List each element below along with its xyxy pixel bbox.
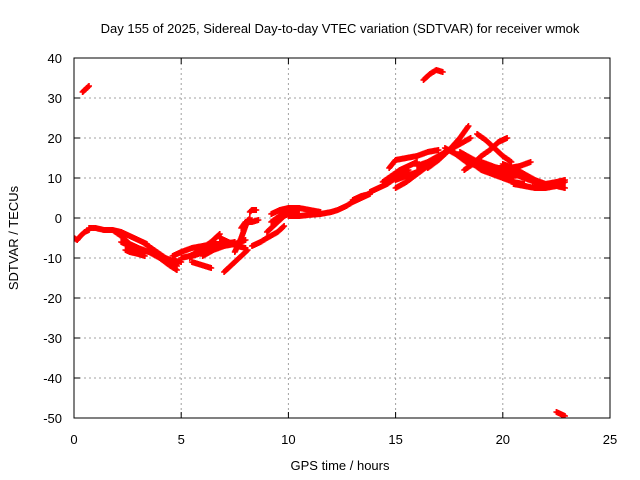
data-point: [561, 413, 568, 418]
data-point: [439, 69, 446, 75]
y-axis-label: SDTVAR / TECUs: [6, 185, 21, 290]
series-arc38: [474, 131, 515, 165]
y-tick-label: 10: [48, 171, 62, 186]
data-point: [280, 223, 287, 230]
data-point: [504, 135, 511, 141]
series-arc22: [268, 207, 300, 225]
data-point: [293, 207, 300, 213]
y-tick-label: 0: [55, 211, 62, 226]
data-point: [173, 263, 180, 269]
data-point: [253, 207, 260, 213]
x-tick-label: 0: [70, 432, 77, 447]
x-tick-label: 5: [178, 432, 185, 447]
data-point: [208, 265, 215, 271]
y-tick-label: 30: [48, 91, 62, 106]
data-point: [244, 247, 251, 253]
x-axis: 0 5 10 15 20 25: [70, 58, 617, 447]
x-tick-label: 15: [388, 432, 402, 447]
series-arc27: [379, 159, 421, 185]
series-arc15: [221, 247, 251, 275]
data-point: [561, 185, 568, 191]
series-arc23: [285, 209, 335, 219]
series-arc43: [553, 409, 568, 418]
series-arc2: [79, 83, 93, 95]
series-arc19: [248, 223, 288, 249]
data-point: [242, 237, 249, 243]
data-point: [435, 147, 442, 153]
series-arc33: [420, 67, 446, 83]
data-point: [561, 177, 568, 183]
series-arc25: [349, 191, 373, 203]
x-tick-label: 25: [603, 432, 617, 447]
y-tick-label: -10: [43, 251, 62, 266]
series-arc32: [424, 123, 472, 171]
data-points: [74, 67, 568, 418]
data-point: [86, 83, 93, 89]
plot-frame: [73, 57, 611, 419]
plot-area: [74, 67, 568, 418]
y-tick-label: -40: [43, 371, 62, 386]
x-axis-label: GPS time / hours: [291, 458, 390, 473]
series-arc11: [186, 231, 223, 261]
data-point: [508, 159, 515, 165]
data-point: [467, 135, 474, 141]
y-tick-label: -50: [43, 411, 62, 426]
y-tick-label: 20: [48, 131, 62, 146]
data-point: [527, 159, 534, 165]
series-arc18: [246, 207, 260, 215]
y-axis: 40 30 20 10 0 -10 -20 -30 -40 -50: [43, 51, 610, 426]
x-tick-label: 20: [496, 432, 510, 447]
series-arc42: [531, 177, 568, 187]
data-point: [141, 253, 148, 259]
series-arc6: [122, 247, 148, 259]
series-arc12: [188, 259, 215, 271]
grid-lines: [74, 58, 610, 418]
data-point: [255, 217, 262, 223]
y-tick-label: -30: [43, 331, 62, 346]
y-tick-label: 40: [48, 51, 62, 66]
data-point: [465, 123, 472, 129]
x-tick-label: 10: [281, 432, 295, 447]
chart-title: Day 155 of 2025, Sidereal Day-to-day VTE…: [101, 21, 580, 36]
series-arc28: [386, 147, 442, 171]
y-tick-label: -20: [43, 291, 62, 306]
data-point: [281, 223, 288, 229]
series-arc17: [238, 217, 262, 231]
series-arc7: [139, 239, 180, 269]
